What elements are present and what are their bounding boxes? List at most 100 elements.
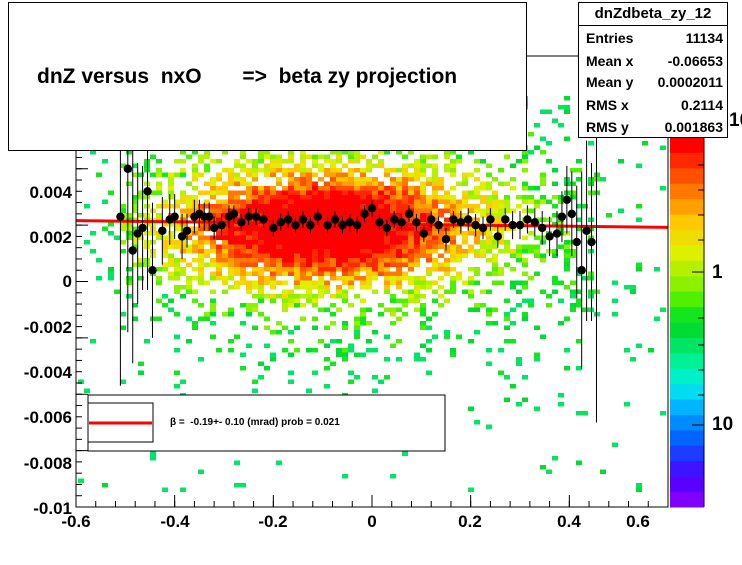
heatmap-cell (432, 249, 438, 254)
heatmap-cell (540, 136, 546, 141)
heatmap-cell (474, 204, 480, 209)
heatmap-cell (396, 262, 402, 267)
heatmap-cell (162, 267, 168, 272)
heatmap-cell (402, 303, 408, 308)
heatmap-cell (402, 312, 408, 317)
heatmap-cell (276, 294, 282, 299)
heatmap-cell (258, 213, 264, 218)
heatmap-cell (348, 181, 354, 186)
heatmap-cell (414, 307, 420, 312)
heatmap-cell (234, 172, 240, 177)
profile-point (434, 220, 443, 230)
heatmap-cell (552, 253, 558, 258)
heatmap-cell (222, 244, 228, 249)
heatmap-cell (342, 262, 348, 267)
heatmap-cell (372, 276, 378, 281)
heatmap-cell (522, 199, 528, 204)
heatmap-cell (396, 307, 402, 312)
heatmap-cell (222, 258, 228, 263)
heatmap-cell (258, 258, 264, 263)
heatmap-cell (246, 231, 252, 236)
heatmap-cell (192, 321, 198, 326)
heatmap-cell (462, 231, 468, 236)
heatmap-cell (504, 204, 510, 209)
heatmap-cell (408, 298, 414, 303)
heatmap-cell (258, 267, 264, 272)
heatmap-cell (588, 190, 594, 195)
heatmap-cell (294, 249, 300, 254)
heatmap-cell (414, 168, 420, 173)
heatmap-cell (366, 253, 372, 258)
heatmap-cell (390, 168, 396, 173)
heatmap-cell (588, 141, 594, 146)
heatmap-cell (192, 186, 198, 191)
heatmap-cell (426, 325, 432, 330)
heatmap-cell (312, 231, 318, 236)
heatmap-cell (426, 199, 432, 204)
palette-swatch (670, 137, 704, 153)
heatmap-cell (588, 226, 594, 231)
heatmap-cell (414, 352, 420, 357)
heatmap-cell (300, 199, 306, 204)
heatmap-cell (390, 186, 396, 191)
heatmap-cell (180, 172, 186, 177)
heatmap-cell (204, 249, 210, 254)
heatmap-cell (414, 159, 420, 164)
heatmap-cell (204, 181, 210, 186)
heatmap-cell (354, 168, 360, 173)
heatmap-cell (234, 280, 240, 285)
heatmap-cell (342, 271, 348, 276)
heatmap-cell (330, 199, 336, 204)
heatmap-cell (396, 298, 402, 303)
heatmap-cell (228, 348, 234, 353)
heatmap-cell (204, 222, 210, 227)
heatmap-cell (144, 217, 150, 222)
y-tick-label: 0.002 (29, 228, 72, 247)
heatmap-cell (294, 267, 300, 272)
heatmap-cell (456, 226, 462, 231)
heatmap-cell (522, 154, 528, 159)
heatmap-cell (312, 280, 318, 285)
heatmap-cell (210, 321, 216, 326)
heatmap-cell (240, 352, 246, 357)
heatmap-cell (576, 298, 582, 303)
heatmap-cell (408, 244, 414, 249)
heatmap-cell (204, 150, 210, 155)
profile-point (397, 218, 406, 227)
heatmap-cell (252, 285, 258, 290)
heatmap-cell (390, 177, 396, 182)
heatmap-cell (402, 276, 408, 281)
heatmap-cell (186, 244, 192, 249)
heatmap-cell (468, 307, 474, 312)
heatmap-cell (186, 316, 192, 321)
heatmap-cell (276, 330, 282, 335)
heatmap-cell (150, 456, 156, 461)
heatmap-cell (426, 154, 432, 159)
heatmap-cell (354, 213, 360, 218)
heatmap-cell (144, 195, 150, 200)
heatmap-cell (330, 361, 336, 366)
heatmap-cell (432, 204, 438, 209)
heatmap-cell (330, 177, 336, 182)
heatmap-cell (468, 267, 474, 272)
heatmap-cell (576, 204, 582, 209)
heatmap-cell (294, 276, 300, 281)
heatmap-cell (252, 262, 258, 267)
heatmap-cell (198, 217, 204, 222)
heatmap-cell (492, 262, 498, 267)
heatmap-cell (462, 177, 468, 182)
palette-swatch (670, 152, 704, 169)
heatmap-cell (294, 177, 300, 182)
heatmap-cell (468, 190, 474, 195)
heatmap-cell (558, 393, 564, 398)
heatmap-cell (468, 280, 474, 285)
heatmap-cell (186, 195, 192, 200)
heatmap-cell (360, 321, 366, 326)
heatmap-cell (258, 375, 264, 380)
heatmap-cell (168, 240, 174, 245)
heatmap-cell (468, 289, 474, 294)
palette-swatch (670, 368, 704, 385)
heatmap-cell (354, 267, 360, 272)
heatmap-cell (420, 249, 426, 254)
heatmap-cell (186, 181, 192, 186)
